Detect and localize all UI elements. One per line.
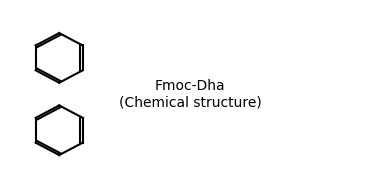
Text: Fmoc-Dha
(Chemical structure): Fmoc-Dha (Chemical structure) <box>119 79 262 109</box>
